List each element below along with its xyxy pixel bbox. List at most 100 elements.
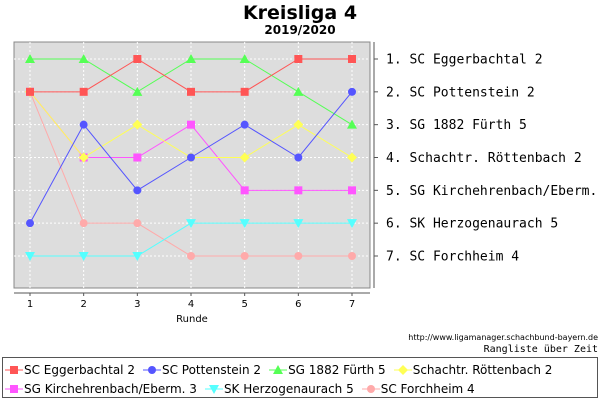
legend-row: SG Kirchehrenbach/Eberm. 3 SK Herzogenaur… — [3, 379, 597, 398]
data-point — [240, 120, 249, 129]
x-tick-label: 4 — [188, 299, 194, 310]
data-point — [240, 87, 249, 96]
data-point — [239, 152, 250, 163]
data-point — [187, 120, 195, 129]
data-point — [347, 152, 357, 163]
x-axis-label: Runde — [176, 314, 208, 325]
legend-marker — [208, 384, 219, 394]
legend-item-schachtr-rottenbach-2: Schachtr. Röttenbach 2 — [393, 362, 553, 377]
series-sc-pottenstein-2 — [26, 87, 356, 228]
data-point — [294, 186, 303, 195]
rank-label: 6. SK Herzogenaurach 5 — [386, 217, 558, 232]
chart-title: Kreisliga 4 — [242, 2, 358, 24]
legend: SC Eggerbachtal 2 SC Pottenstein 2 SG 1882… — [2, 357, 598, 398]
data-point — [132, 86, 143, 96]
data-point — [186, 54, 196, 63]
legend-swatch-icon — [204, 384, 223, 394]
series-sg-1882-furth-5 — [25, 54, 357, 129]
legend-marker — [147, 365, 156, 374]
data-point — [293, 86, 304, 96]
x-tick-label: 5 — [241, 299, 247, 310]
data-point — [133, 219, 142, 228]
data-point — [240, 186, 249, 195]
data-point — [294, 153, 303, 162]
data-point — [294, 252, 303, 260]
data-point — [187, 153, 195, 162]
legend-label: SG Kirchehrenbach/Eberm. 3 — [24, 381, 197, 396]
legend-marker — [10, 384, 18, 393]
data-point — [79, 219, 88, 228]
data-point — [293, 219, 304, 229]
data-point — [187, 252, 195, 260]
data-point — [25, 54, 35, 63]
legend-swatch-icon — [393, 364, 412, 375]
legend-swatch-icon — [269, 364, 288, 374]
legend-label: SC Eggerbachtal 2 — [24, 362, 135, 377]
plot-area — [13, 41, 371, 289]
data-point — [348, 252, 356, 260]
legend-marker — [10, 365, 18, 374]
legend-label: SK Herzogenaurach 5 — [223, 381, 354, 396]
x-tick-label: 6 — [295, 299, 301, 310]
data-point — [348, 87, 356, 96]
data-point — [293, 119, 304, 130]
legend-swatch-icon — [361, 384, 380, 393]
data-point — [132, 119, 143, 130]
x-tick-label: 2 — [80, 299, 86, 310]
data-point — [239, 219, 250, 229]
legend-row: SC Eggerbachtal 2 SC Pottenstein 2 SG 1882… — [3, 360, 597, 379]
data-point — [133, 55, 142, 63]
series-sc-eggerbachtal-2 — [26, 55, 356, 96]
legend-swatch-icon — [142, 365, 161, 374]
legend-item-sg-1882-furth-5: SG 1882 Fürth 5 — [269, 363, 386, 377]
data-point — [294, 55, 303, 63]
rank-label: 1. SC Eggerbachtal 2 — [386, 53, 543, 68]
data-point — [133, 186, 142, 195]
x-tick-label: 7 — [349, 299, 355, 310]
data-point — [186, 219, 196, 229]
legend-marker — [397, 364, 408, 375]
legend-item-sc-forchheim-4: SC Forchheim 4 — [361, 381, 475, 396]
legend-item-sc-pottenstein-2: SC Pottenstein 2 — [142, 362, 262, 377]
data-point — [78, 252, 89, 261]
legend-label: SC Forchheim 4 — [380, 381, 475, 396]
legend-swatch-icon — [5, 365, 23, 374]
legend-swatch-icon — [5, 384, 23, 393]
legend-item-sc-eggerbachtal-2: SC Eggerbachtal 2 — [5, 363, 135, 377]
x-tick-label: 3 — [134, 299, 140, 310]
data-point — [240, 252, 249, 260]
legend-label: SC Pottenstein 2 — [161, 362, 262, 377]
rank-label: 2. SC Pottenstein 2 — [386, 85, 535, 100]
x-tick-label: 1 — [27, 299, 33, 310]
series-sk-herzogenaurach-5 — [25, 219, 357, 261]
data-point — [26, 87, 34, 96]
rank-label: 3. SG 1882 Fürth 5 — [386, 118, 527, 133]
legend-marker — [366, 384, 375, 393]
rank-label: 7. SC Forchheim 4 — [386, 250, 519, 265]
source-url: http://www.ligamanager.schachbund-bayern… — [408, 333, 598, 342]
rank-label: 4. Schachtr. Röttenbach 2 — [386, 151, 582, 166]
rank-chart: 1 2 3 4 5 6 7 Runde 1. SC Eggerbachtal 2 2. SC Po… — [13, 41, 600, 325]
data-point — [78, 152, 89, 163]
data-point — [187, 87, 195, 96]
data-point — [239, 54, 250, 63]
data-point — [79, 120, 88, 129]
rank-label: 5. SG Kirchehrenbach/Eberm. 3 — [386, 184, 600, 199]
data-point — [79, 87, 88, 96]
legend-item-sk-herzogenaurach-5: SK Herzogenaurach 5 — [204, 381, 354, 396]
data-point — [347, 219, 357, 229]
chart-caption: Rangliste über Zeit — [483, 344, 598, 355]
data-point — [347, 119, 357, 129]
legend-label: SG 1882 Fürth 5 — [288, 362, 386, 377]
data-point — [133, 153, 142, 162]
legend-label: Schachtr. Röttenbach 2 — [412, 362, 553, 377]
data-point — [78, 54, 89, 63]
legend-marker — [273, 364, 284, 374]
chart-subtitle: 2019/2020 — [264, 23, 336, 37]
data-point — [25, 252, 35, 261]
data-point — [348, 55, 356, 63]
data-point — [26, 219, 34, 228]
data-point — [132, 252, 143, 261]
data-point — [348, 186, 356, 195]
legend-item-sg-kirchehrenbach-eberm-3: SG Kirchehrenbach/Eberm. 3 — [5, 382, 197, 396]
